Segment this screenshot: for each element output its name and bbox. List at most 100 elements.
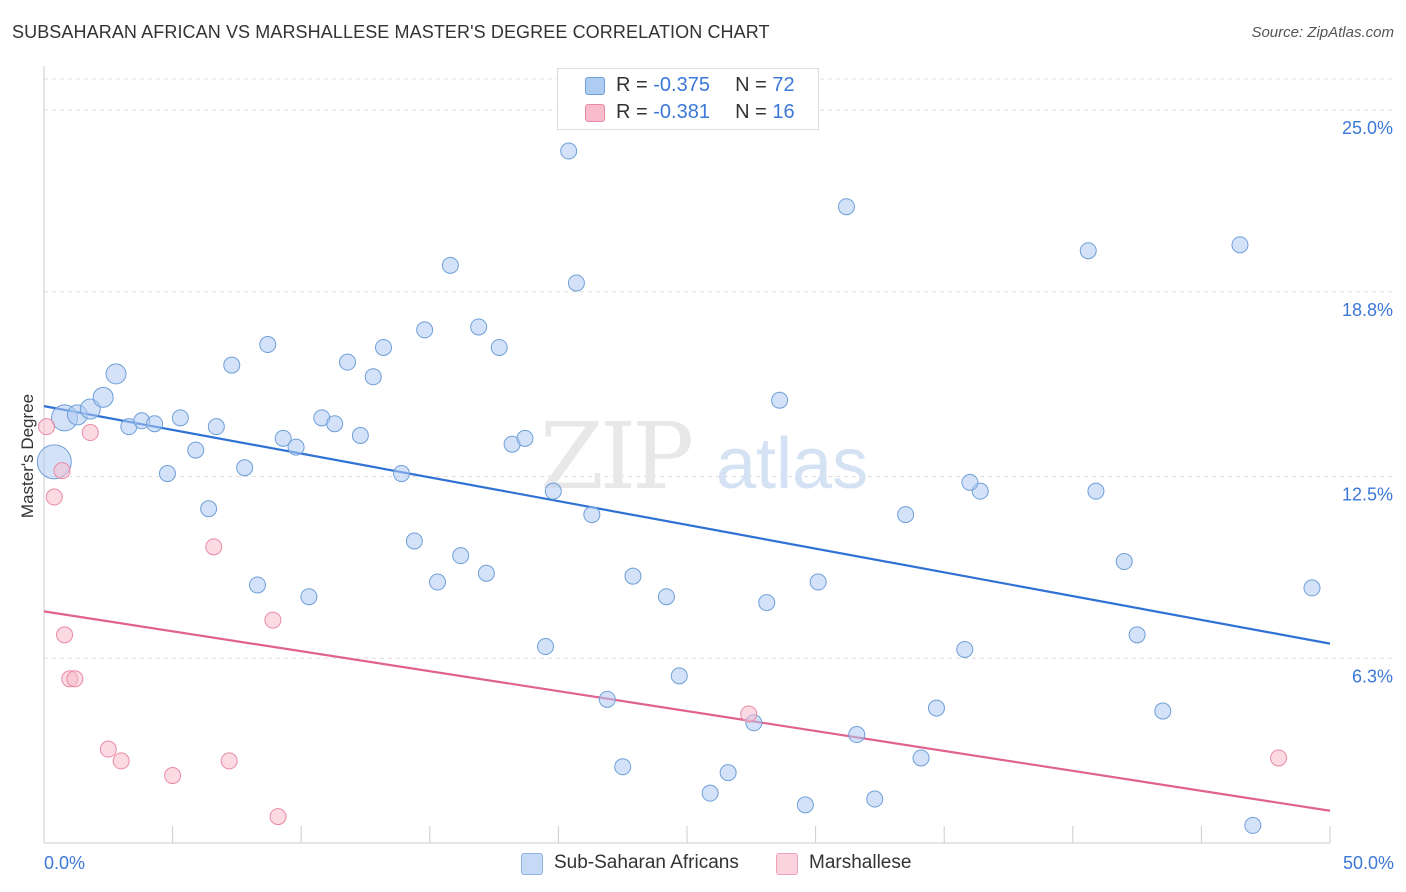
subsaharan-point (364, 368, 382, 386)
n-label: N = (735, 101, 767, 123)
n-label: N = (735, 74, 767, 96)
subsaharan-legend-swatch (521, 853, 543, 875)
subsaharan-point (405, 532, 423, 550)
marshallese-point (53, 462, 71, 480)
subsaharan-point (1079, 242, 1097, 260)
x-tick-label: 50.0% (1343, 853, 1394, 873)
data-points (36, 142, 1321, 834)
subsaharan-trend-line (43, 405, 1331, 645)
marshallese-point (205, 538, 223, 556)
r-label: R = (616, 74, 648, 96)
x-tick-label: 0.0% (44, 853, 85, 873)
marshallese-point (38, 418, 56, 436)
marshallese-point (81, 424, 99, 442)
y-tick-label: 12.5% (1342, 484, 1393, 504)
subsaharan-point (1128, 626, 1146, 644)
chart-title: SUBSAHARAN AFRICAN VS MARSHALLESE MASTER… (12, 22, 770, 42)
subsaharan-point (598, 690, 616, 708)
marshallese-point (164, 767, 182, 785)
subsaharan-point (866, 790, 884, 808)
legend-label: Marshallese (809, 852, 912, 873)
subsaharan-point (837, 198, 855, 216)
subsaharan-point (477, 564, 495, 582)
marshallese-point (264, 611, 282, 629)
subsaharan-point (719, 764, 737, 782)
subsaharan-point (701, 784, 719, 802)
marshallese-point (112, 752, 130, 770)
marshallese-point (220, 752, 238, 770)
n-value: 16 (772, 101, 795, 123)
bottom-legend: Sub-Saharan Africans Marshallese (0, 851, 1406, 877)
subsaharan-point (171, 409, 189, 427)
subsaharan-point (1087, 482, 1105, 500)
r-value: -0.381 (653, 101, 710, 123)
subsaharan-point (441, 256, 459, 274)
subsaharan-point (657, 588, 675, 606)
subsaharan-point (796, 796, 814, 814)
subsaharan-point (223, 356, 241, 374)
marshallese-point (1270, 749, 1288, 767)
subsaharan-point (146, 415, 164, 433)
subsaharan-point (771, 391, 789, 409)
subsaharan-point (583, 506, 601, 524)
subsaharan-point (670, 667, 688, 685)
trend-lines (43, 405, 1331, 812)
watermark-zip: ZIP (540, 403, 691, 510)
legend-label: Sub-Saharan Africans (554, 852, 739, 873)
marshallese-point (45, 488, 63, 506)
grid-lines (44, 78, 1394, 659)
subsaharan-point (1231, 236, 1249, 254)
subsaharan-point (416, 321, 434, 339)
subsaharan-point (1115, 553, 1133, 571)
r-value: -0.375 (653, 74, 710, 96)
marshallese-point (740, 705, 758, 723)
subsaharan-point (158, 465, 176, 483)
subsaharan-point (248, 576, 266, 594)
watermark-atlas: atlas (716, 424, 868, 504)
subsaharan-point (259, 336, 277, 354)
subsaharan-point (516, 429, 534, 447)
subsaharan-point (393, 465, 411, 483)
subsaharan-point (956, 640, 974, 658)
subsaharan-point (544, 482, 562, 500)
y-tick-label: 6.3% (1352, 666, 1393, 686)
subsaharan-point (92, 386, 114, 408)
n-value: 72 (772, 74, 795, 96)
subsaharan-point (912, 749, 930, 767)
subsaharan-point (187, 441, 205, 459)
y-tick-labels: 6.3% 12.5% 18.8% 25.0% (1342, 118, 1393, 686)
subsaharan-point (429, 573, 447, 591)
subsaharan-swatch (585, 77, 605, 95)
y-axis-label: Master's Degree (18, 394, 37, 518)
subsaharan-point (567, 274, 585, 292)
marshallese-swatch (585, 104, 605, 122)
subsaharan-point (338, 353, 356, 371)
subsaharan-point (470, 318, 488, 336)
axes (43, 66, 1331, 844)
marshallese-point (56, 626, 74, 644)
subsaharan-point (848, 726, 866, 744)
subsaharan-point (1154, 702, 1172, 720)
r-label: R = (616, 101, 648, 123)
subsaharan-point (897, 506, 915, 524)
subsaharan-point (236, 459, 254, 477)
subsaharan-point (1244, 816, 1262, 834)
subsaharan-point (287, 438, 305, 456)
subsaharan-point (375, 338, 393, 356)
subsaharan-point (961, 473, 979, 491)
marshallese-point (66, 670, 84, 688)
stats-legend: R = -0.375 N = 72 R = -0.381 N = 16 (557, 68, 819, 130)
subsaharan-point (624, 567, 642, 585)
subsaharan-point (207, 418, 225, 436)
source-credit: Source: ZipAtlas.com (1251, 24, 1394, 41)
subsaharan-point (560, 142, 578, 160)
x-tick-labels: 0.0% 50.0% (44, 853, 1394, 873)
marshallese-trend-line (43, 610, 1331, 812)
y-tick-label: 25.0% (1342, 118, 1393, 138)
subsaharan-point (809, 573, 827, 591)
subsaharan-point (490, 338, 508, 356)
subsaharan-point (351, 426, 369, 444)
marshallese-point (269, 808, 287, 826)
subsaharan-point (200, 500, 218, 518)
